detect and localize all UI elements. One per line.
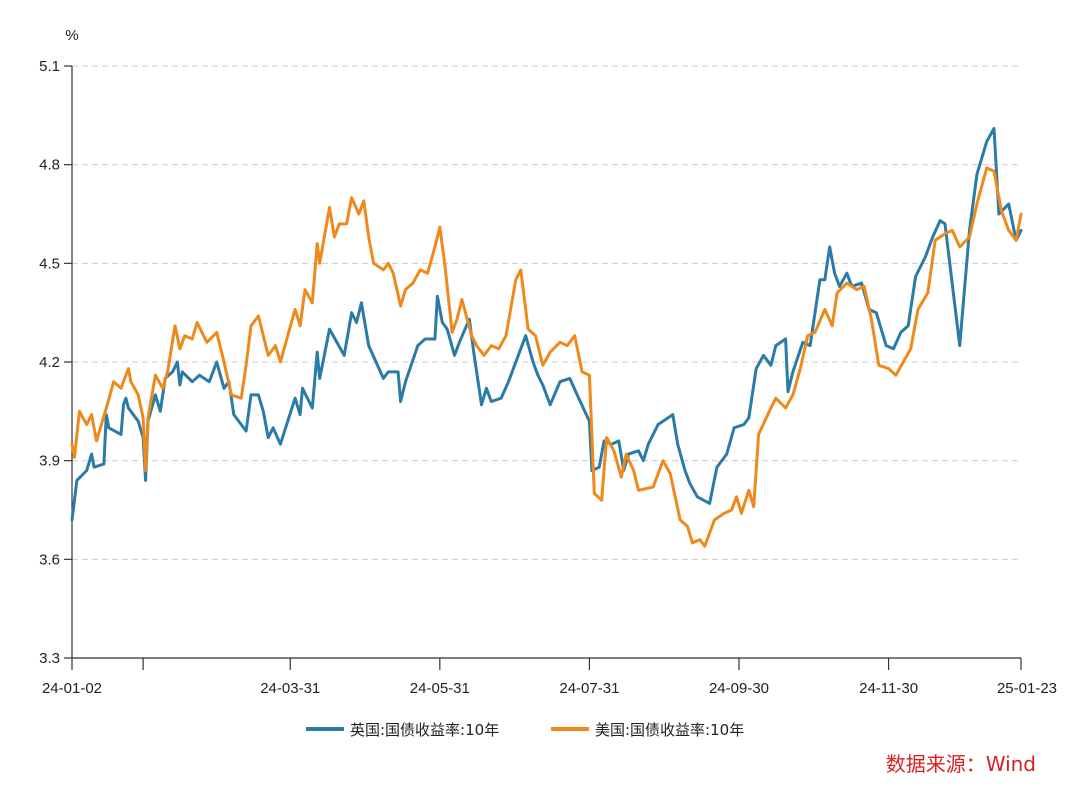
axes: % 3.3 3.6 3.9 4.2 4.5 4.8 5.1 24-01-02 24-03-31 24… bbox=[39, 27, 1057, 697]
legend: 英国:国债收益率:10年 美国:国债收益率:10年 bbox=[306, 721, 744, 739]
y-tick-label: 4.5 bbox=[39, 255, 60, 272]
y-tick-label: 3.3 bbox=[39, 650, 60, 667]
y-tick-label: 4.8 bbox=[39, 157, 60, 174]
x-tick-label: 24-05-31 bbox=[410, 680, 470, 697]
x-tick-label: 24-09-30 bbox=[709, 680, 769, 697]
legend-label: 美国:国债收益率:10年 bbox=[595, 721, 744, 739]
series-lines bbox=[70, 127, 1023, 548]
x-tick-label: 24-07-31 bbox=[559, 680, 619, 697]
uk-10y-yield-line bbox=[70, 127, 1023, 522]
x-tick-label: 24-11-30 bbox=[859, 680, 918, 697]
y-tick-label: 5.1 bbox=[39, 58, 60, 75]
y-tick-label: 3.6 bbox=[39, 551, 60, 568]
y-tick-label: 3.9 bbox=[39, 453, 60, 470]
x-tick-label: 24-03-31 bbox=[260, 680, 320, 697]
x-tick-label: 25-01-23 bbox=[997, 680, 1057, 697]
y-tick-label: 4.2 bbox=[39, 354, 60, 371]
us-10y-yield-line bbox=[70, 166, 1023, 548]
x-tick-label: 24-01-02 bbox=[42, 680, 102, 697]
y-unit-label: % bbox=[65, 27, 78, 44]
source-note: 数据来源：Wind bbox=[886, 752, 1036, 776]
gridlines bbox=[72, 65, 1021, 560]
legend-label: 英国:国债收益率:10年 bbox=[350, 721, 499, 739]
